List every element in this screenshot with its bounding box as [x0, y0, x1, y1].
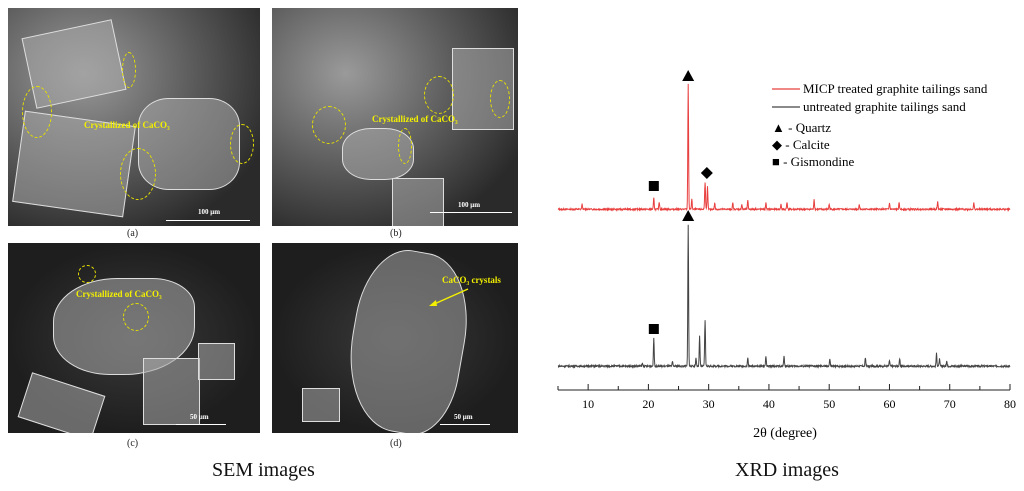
panel-label-b: (b)	[390, 228, 402, 239]
annotation-c: Crystallized of CaCO₃	[76, 289, 162, 299]
legend: MICP treated graphite tailings sand untr…	[772, 81, 988, 169]
legend-quartz: ▲ - Quartz	[772, 120, 831, 135]
panel-label-c: (c)	[127, 438, 139, 449]
legend-gismondine: ■ - Gismondine	[772, 154, 854, 169]
sem-image-d: CaCO₃ crystals 50 μm	[272, 243, 518, 433]
x-axis-label: 2θ (degree)	[753, 426, 817, 441]
scale-bar-d: 50 μm	[454, 413, 473, 421]
sem-image-c: Crystallized of CaCO₃ 50 μm	[8, 243, 260, 433]
x-tick-label: 70	[944, 397, 956, 411]
series-line-treated	[557, 83, 1011, 212]
series-line-untreated	[557, 224, 1011, 369]
square-marker	[648, 181, 659, 191]
annotation-b: Crystallized of CaCO₃	[372, 114, 458, 124]
diamond-marker	[700, 167, 713, 179]
x-tick-label: 50	[823, 397, 835, 411]
x-tick-label: 60	[883, 397, 895, 411]
sem-caption: SEM images	[212, 459, 315, 481]
sem-image-a: Crystallized of CaCO₃ 100 μm	[8, 8, 260, 226]
triangle-marker	[682, 210, 695, 221]
square-marker	[648, 324, 659, 334]
legend-calcite: ◆ - Calcite	[772, 137, 830, 152]
arrow-icon	[429, 288, 469, 306]
legend-untreated: untreated graphite tailings sand	[803, 99, 966, 114]
scale-bar-b: 100 μm	[458, 201, 481, 209]
x-tick-label: 80	[1004, 397, 1016, 411]
scale-bar-c: 50 μm	[190, 413, 209, 421]
sem-image-b: Crystallized of CaCO₃ 100 μm	[272, 8, 518, 226]
annotation-a: Crystallized of CaCO₃	[84, 120, 170, 130]
x-tick-label: 30	[703, 397, 715, 411]
panel-label-a: (a)	[127, 228, 139, 239]
annotation-d: CaCO₃ crystals	[442, 275, 501, 285]
xrd-caption: XRD images	[735, 459, 839, 481]
scale-bar-a: 100 μm	[198, 208, 221, 216]
x-tick-label: 40	[763, 397, 775, 411]
x-tick-label: 10	[582, 397, 594, 411]
panel-label-d: (d)	[390, 438, 402, 449]
legend-treated: MICP treated graphite tailings sand	[803, 81, 988, 96]
triangle-marker	[682, 70, 695, 81]
x-tick-label: 20	[642, 397, 654, 411]
